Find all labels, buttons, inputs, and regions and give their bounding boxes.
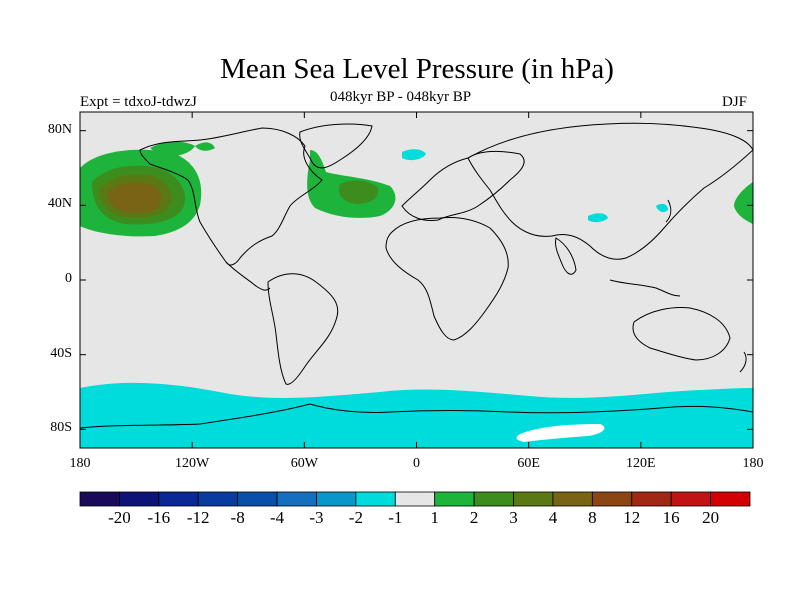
pressure-anomaly-shading bbox=[80, 141, 753, 448]
lon-label: 60E bbox=[517, 456, 540, 471]
colorbar-label: -16 bbox=[147, 508, 171, 527]
colorbar-box bbox=[316, 491, 357, 507]
arctic-cyan-patch bbox=[402, 149, 426, 161]
colorbar-box bbox=[158, 491, 199, 507]
japan-coast bbox=[665, 199, 672, 223]
map-panel bbox=[80, 112, 753, 448]
colorbar-label: -4 bbox=[269, 508, 285, 527]
antarctic-white-patch bbox=[516, 424, 605, 442]
colorbar-box bbox=[434, 491, 475, 507]
north-atlantic-anomaly-3 bbox=[338, 180, 379, 204]
colorbar-box bbox=[513, 491, 554, 507]
asia-coast bbox=[467, 122, 753, 260]
colorbar-label: 4 bbox=[548, 508, 558, 527]
colorbar-label: -2 bbox=[348, 508, 363, 527]
colorbar-box bbox=[670, 491, 711, 507]
colorbar-label: 12 bbox=[623, 508, 641, 527]
colorbar-box bbox=[197, 491, 239, 507]
lon-label: 180 bbox=[69, 456, 91, 471]
page-title: Mean Sea Level Pressure (in hPa) bbox=[220, 53, 614, 85]
season-label: DJF bbox=[722, 94, 748, 110]
arctic-green-1 bbox=[150, 141, 195, 157]
colorbar-label: -12 bbox=[186, 508, 210, 527]
africa-coast bbox=[385, 217, 509, 341]
colorbar-label: 2 bbox=[469, 508, 479, 527]
west-pacific-edge-anomaly bbox=[734, 182, 753, 224]
south-america-coast bbox=[267, 273, 339, 385]
colorbar-box bbox=[591, 491, 633, 507]
india-coast bbox=[555, 237, 577, 275]
colorbar-label: 8 bbox=[588, 508, 597, 527]
colorbar-box bbox=[119, 491, 160, 507]
colorbar-label: -20 bbox=[108, 508, 131, 527]
greenland-coast bbox=[299, 123, 373, 169]
antarctica-coast bbox=[80, 403, 753, 429]
colorbar-box bbox=[552, 491, 593, 507]
colorbar-box bbox=[79, 491, 120, 507]
new-zealand-coast bbox=[739, 351, 747, 373]
lat-label: 0 bbox=[65, 271, 72, 286]
colorbar-box bbox=[237, 491, 278, 507]
north-america-coast bbox=[139, 127, 323, 266]
colorbar-box bbox=[631, 491, 672, 507]
lon-label: 180 bbox=[742, 456, 764, 471]
asia-cyan-patch bbox=[588, 213, 608, 223]
colorbar-label: 1 bbox=[430, 508, 439, 527]
lon-label: 0 bbox=[413, 456, 420, 471]
map-ticks bbox=[79, 112, 754, 448]
colorbar-box bbox=[276, 491, 317, 507]
map-subtitle: 048kyr BP - 048kyr BP bbox=[330, 89, 472, 105]
australia-coast bbox=[632, 307, 731, 361]
experiment-label: Expt = tdxoJ-tdwzJ bbox=[80, 94, 197, 110]
arctic-green-2 bbox=[195, 142, 215, 151]
lon-label: 120W bbox=[175, 456, 210, 471]
indonesia-coast bbox=[609, 279, 681, 297]
colorbar-label: -1 bbox=[388, 508, 403, 527]
colorbar-label: 20 bbox=[702, 508, 720, 527]
lat-label: 40N bbox=[47, 196, 72, 212]
colorbar-label: -3 bbox=[309, 508, 324, 527]
colorbar bbox=[79, 491, 751, 507]
colorbar-box bbox=[710, 491, 751, 507]
colorbar-label: 16 bbox=[662, 508, 680, 527]
central-america-coast bbox=[225, 261, 271, 291]
colorbar-box bbox=[394, 491, 436, 507]
colorbar-label: -8 bbox=[230, 508, 245, 527]
lat-label: 40S bbox=[50, 345, 72, 361]
japan-cyan-patch bbox=[656, 203, 668, 213]
europe-coast bbox=[401, 150, 525, 221]
colorbar-label: 3 bbox=[509, 508, 518, 527]
coastlines bbox=[80, 122, 753, 429]
north-pacific-anomaly-8 bbox=[108, 182, 162, 213]
lon-label: 60W bbox=[290, 456, 318, 471]
lon-label: 120E bbox=[626, 456, 656, 471]
lat-label: 80S bbox=[50, 420, 72, 436]
lat-label: 80N bbox=[47, 121, 72, 137]
colorbar-box bbox=[355, 491, 396, 507]
colorbar-box bbox=[473, 491, 514, 507]
